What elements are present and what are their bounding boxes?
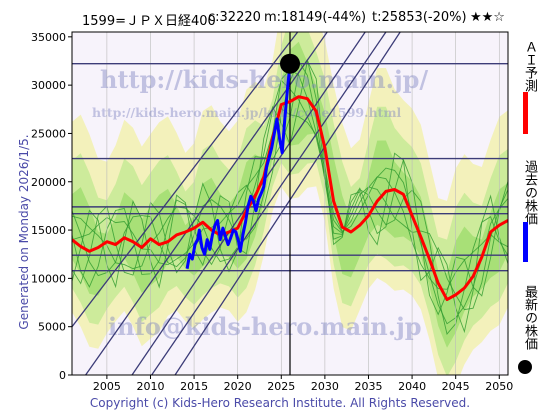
x-tick-label: 2040 bbox=[398, 380, 426, 393]
header-current: c:32220 bbox=[208, 10, 261, 25]
y-tick-label: 0 bbox=[59, 369, 66, 382]
watermark-code-url: http://kids-hero.main.jp/kids/code1599.h… bbox=[92, 105, 402, 120]
y-tick-label: 25000 bbox=[31, 127, 66, 140]
legend-latest-dot bbox=[518, 360, 532, 374]
legend-ai-label: ＡＩ予測 bbox=[522, 40, 537, 92]
y-tick-label: 35000 bbox=[31, 31, 66, 44]
x-tick-label: 2015 bbox=[180, 380, 208, 393]
x-tick-label: 2030 bbox=[311, 380, 339, 393]
x-tick-label: 2045 bbox=[442, 380, 470, 393]
x-tick-label: 2035 bbox=[354, 380, 382, 393]
header-max: m:18149(-44%) bbox=[264, 10, 367, 25]
generated-date-label: Generated on Monday 2026/1/5. bbox=[17, 134, 31, 330]
band-middle bbox=[72, 32, 508, 375]
watermark-url: http://kids-hero.main.jp/ bbox=[100, 65, 428, 94]
legend-ai-swatch bbox=[523, 92, 528, 134]
x-tick-label: 2050 bbox=[485, 380, 513, 393]
header-stars: ★★☆ bbox=[470, 10, 505, 25]
legend-past-label: 過去の株価 bbox=[522, 160, 537, 225]
trend-line bbox=[72, 32, 299, 328]
watermark-layer: http://kids-hero.main.jp/ http://kids-he… bbox=[92, 65, 428, 341]
series-ai-forecast bbox=[72, 95, 508, 302]
x-tick-label: 2005 bbox=[93, 380, 121, 393]
header-ticker: 1599=ＪＰＸ日経400 bbox=[82, 14, 216, 29]
series-past-price bbox=[185, 63, 292, 269]
plot-frame bbox=[71, 31, 509, 376]
x-tick-label: 2025 bbox=[267, 380, 295, 393]
x-tick-label: 2020 bbox=[224, 380, 252, 393]
copyright-footer: Copyright (c) Kids-Hero Research Institu… bbox=[89, 396, 471, 410]
legend-past-swatch bbox=[523, 222, 528, 262]
x-axis: 2005 2010 2015 2020 2025 2030 2035 2040 2045 2050 bbox=[93, 375, 513, 393]
latest-price-point bbox=[280, 53, 300, 74]
y-tick-label: 30000 bbox=[31, 79, 66, 92]
y-tick-label: 20000 bbox=[31, 176, 66, 189]
y-axis: 0 5000 10000 15000 20000 25000 30000 35000 bbox=[31, 31, 72, 382]
watermark-email: info@kids-hero.main.jp bbox=[108, 312, 422, 341]
trend-line bbox=[150, 32, 387, 375]
vertical-gridlines bbox=[106, 32, 500, 375]
y-tick-label: 10000 bbox=[31, 272, 66, 285]
y-tick-label: 5000 bbox=[38, 321, 66, 334]
series-layer bbox=[72, 63, 508, 302]
x-tick-label: 2010 bbox=[136, 380, 164, 393]
y-tick-label: 15000 bbox=[31, 224, 66, 237]
header-target: t:25853(-20%) bbox=[372, 10, 467, 25]
legend-latest-label: 最新の株価 bbox=[522, 285, 537, 350]
